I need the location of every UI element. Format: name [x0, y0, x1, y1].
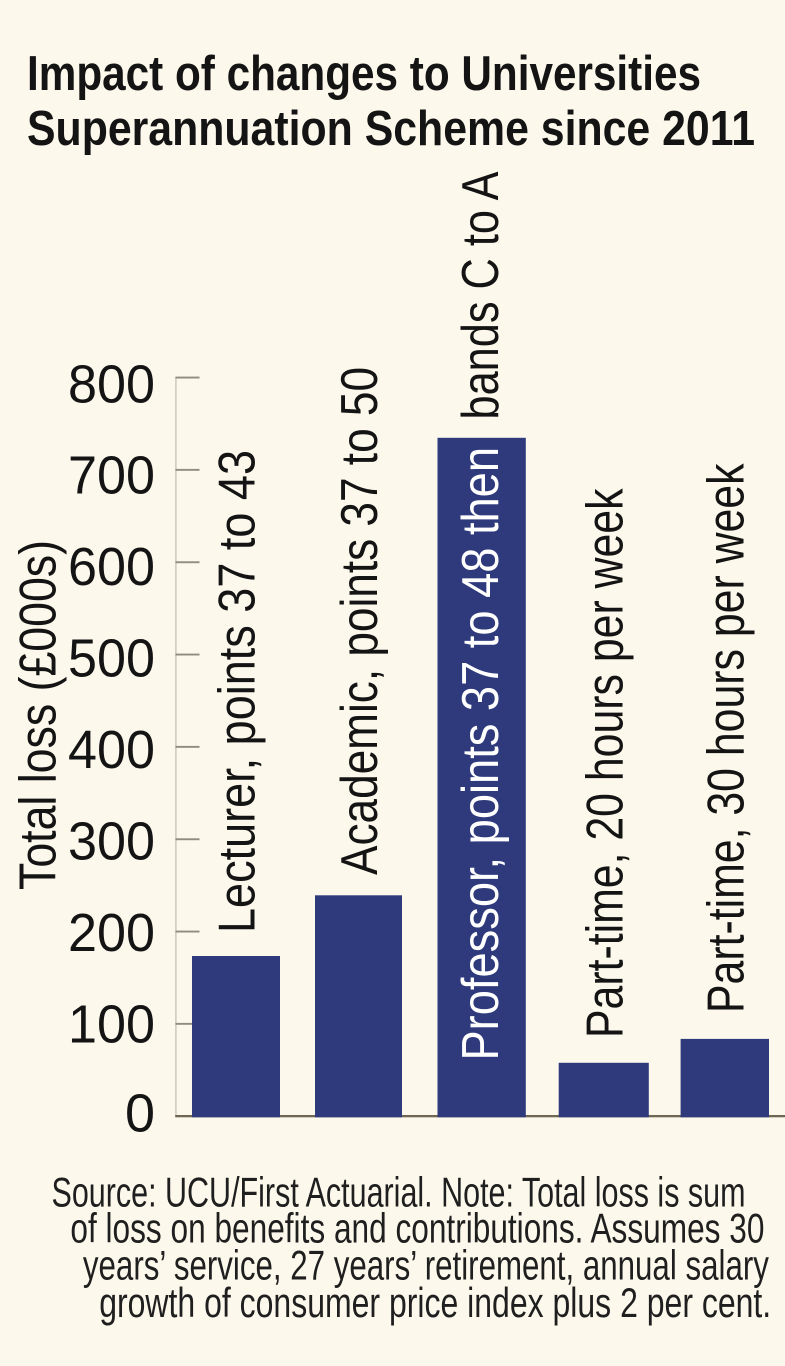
svg-text:500: 500	[68, 629, 155, 689]
svg-text:years’ service, 27 years’ reti: years’ service, 27 years’ retirement, an…	[83, 1241, 769, 1288]
svg-text:Total loss (£000s): Total loss (£000s)	[10, 540, 68, 890]
svg-text:Part-time, 20 hours per week: Part-time, 20 hours per week	[576, 488, 634, 1038]
svg-text:200: 200	[68, 903, 155, 963]
svg-text:0: 0	[125, 1084, 155, 1144]
svg-text:700: 700	[68, 446, 155, 506]
svg-text:Superannuation Scheme since 20: Superannuation Scheme since 2011	[27, 101, 755, 156]
svg-text:bands C to A: bands C to A	[452, 171, 510, 419]
svg-text:Impact of changes to Universit: Impact of changes to Universities	[27, 46, 701, 101]
svg-text:Source: UCU/First Actuarial. N: Source: UCU/First Actuarial. Note: Total…	[52, 1168, 746, 1215]
svg-text:600: 600	[68, 537, 155, 597]
svg-text:800: 800	[68, 354, 155, 414]
svg-text:Professor, points 37 to 48 the: Professor, points 37 to 48 then	[452, 447, 510, 1061]
svg-text:Lecturer, points 37 to 43: Lecturer, points 37 to 43	[209, 450, 267, 933]
svg-text:300: 300	[68, 811, 155, 871]
svg-text:Part-time, 30 hours per week: Part-time, 30 hours per week	[697, 463, 755, 1013]
svg-text:Academic, points 37 to 50: Academic, points 37 to 50	[331, 367, 389, 875]
svg-text:400: 400	[68, 720, 155, 780]
svg-text:of loss on benefits and contri: of loss on benefits and contributions. A…	[70, 1205, 764, 1252]
svg-text:100: 100	[68, 994, 155, 1054]
svg-text:growth of consumer price index: growth of consumer price index plus 2 pe…	[99, 1279, 771, 1326]
